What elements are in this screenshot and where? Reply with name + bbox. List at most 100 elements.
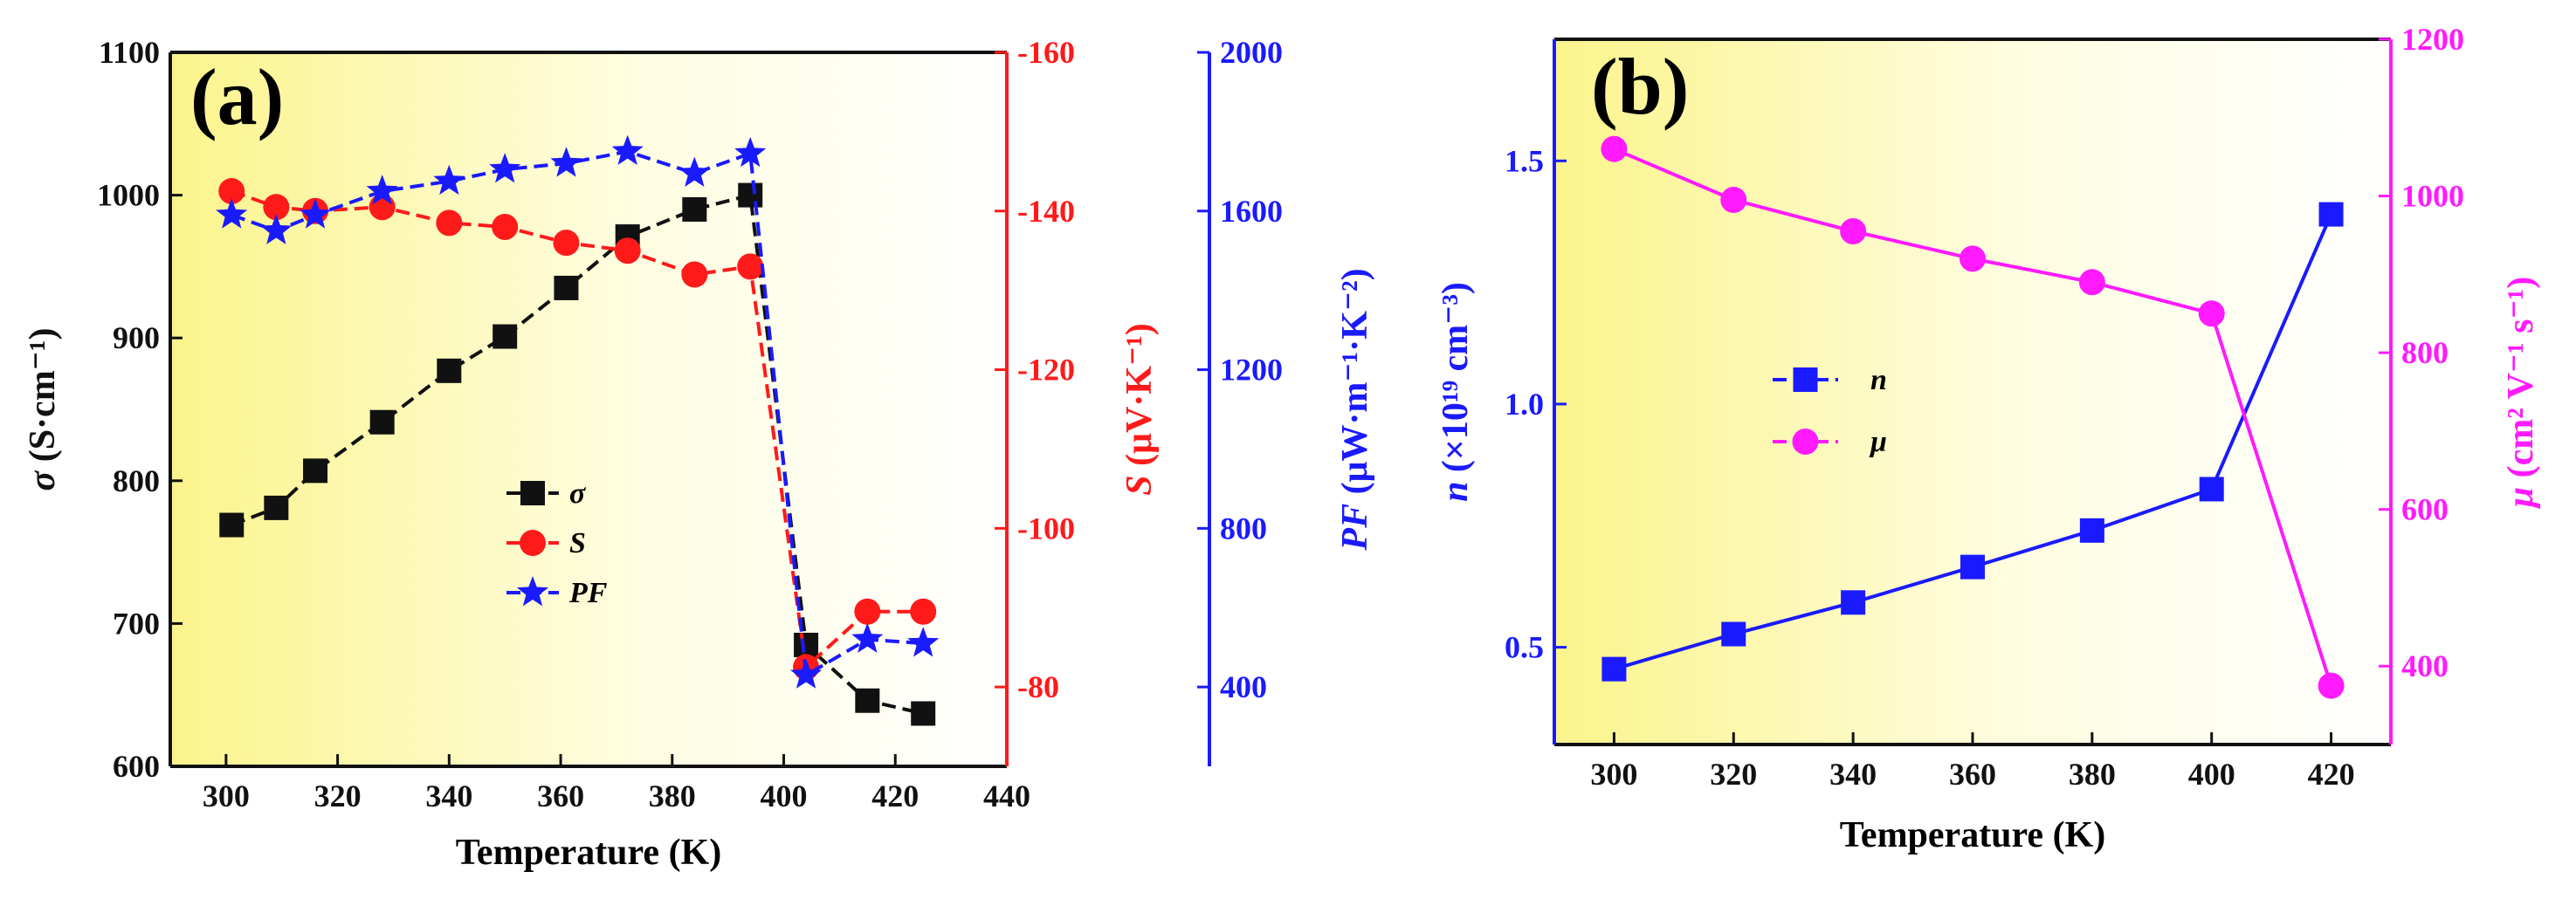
legend-entry-mu: [1773, 429, 1838, 455]
x-axis-a-tick-label: 440: [983, 779, 1030, 813]
data-point-a0-6: [554, 275, 579, 300]
panel-label-b: (b): [1591, 42, 1689, 131]
x-axis-a-tick-label: 380: [649, 779, 696, 813]
data-point-a1-8: [681, 261, 708, 288]
data-point-a2-4: [433, 164, 465, 196]
data-point-a2-1: [260, 214, 293, 244]
data-point-a0-12: [911, 701, 936, 726]
data-point-b0-4: [2079, 518, 2104, 543]
legend-label-s: S: [569, 527, 586, 559]
data-point-a2-8: [678, 156, 711, 187]
series-marks-a: [216, 134, 940, 726]
data-point-a2-3: [366, 175, 398, 205]
y-axis-s-tick-label: -160: [1017, 35, 1075, 70]
x-axis-a-tick-label: 300: [203, 779, 250, 813]
panel-label-a: (a): [190, 52, 284, 141]
data-point-b1-0: [1601, 135, 1628, 162]
y-axis-s-tick-label: -140: [1017, 194, 1075, 229]
data-point-a0-5: [492, 324, 518, 349]
y-axis-n-tick-label: 1.0: [1505, 387, 1544, 422]
data-point-b1-4: [2078, 269, 2105, 296]
y-axis-mu-tick-label: 400: [2401, 649, 2449, 683]
series-marks-b: [1601, 135, 2345, 699]
y-axis-sigma-tick-label: 700: [113, 606, 160, 641]
legend-marker-a2: [516, 576, 549, 607]
data-point-a1-7: [614, 237, 641, 264]
legend-marker-b0: [1793, 367, 1818, 392]
data-point-a0-0: [219, 512, 245, 538]
x-axis-label-b: Temperature (K): [1840, 815, 2105, 855]
y-axis-n-tick-label: 0.5: [1505, 630, 1544, 665]
x-axis-a-tick-label: 320: [314, 779, 362, 813]
x-axis-a-tick-label: 340: [425, 779, 472, 813]
data-point-a2-2: [300, 198, 332, 229]
panel-a: 300 320 340 360 380 400 420 440 600 700 800 900 1000…: [23, 35, 1375, 873]
y-axis-sigma-tick-label: 1000: [97, 178, 160, 213]
y-axis-pf-tick-label: 1200: [1220, 353, 1283, 388]
y-axis-label-n: n (×10¹⁹ cm⁻³): [1436, 282, 1476, 502]
y-axis-mu-tick-label: 1200: [2401, 22, 2464, 57]
data-point-a1-4: [436, 209, 463, 237]
data-point-a2-6: [550, 147, 582, 177]
y-axis-pf-tick-label: 400: [1220, 669, 1267, 704]
legend-a: σ S PF: [506, 477, 608, 609]
axes-b: 300 320 340 360 380 400 420 0.5 1.0 1.5 400 600 800 1…: [1505, 22, 2464, 792]
data-point-a1-12: [910, 598, 937, 625]
legend-entry-s: [506, 530, 559, 556]
data-point-a1-11: [854, 598, 881, 625]
x-axis-b-tick-label: 380: [2069, 757, 2116, 792]
x-axis-b-tick-label: 300: [1590, 757, 1637, 792]
y-axis-sigma-tick-label: 1100: [99, 35, 160, 70]
legend-label-sigma: σ: [569, 477, 587, 510]
data-point-b1-1: [1720, 187, 1747, 214]
y-axis-label-s: S (μV·K⁻¹): [1119, 323, 1160, 495]
data-point-b0-0: [1601, 656, 1627, 682]
x-axis-b-tick-label: 340: [1829, 757, 1877, 792]
y-axis-s-tick-label: -120: [1017, 353, 1075, 388]
data-point-a2-10: [790, 658, 823, 689]
data-point-b1-3: [1960, 245, 1986, 272]
data-point-a0-10: [794, 632, 819, 657]
x-axis-b-tick-label: 400: [2188, 757, 2235, 792]
legend-label-mu: μ: [1869, 426, 1887, 458]
data-point-a0-3: [369, 409, 395, 435]
data-point-b1-5: [2198, 300, 2225, 327]
y-axis-sigma-tick-label: 600: [113, 749, 160, 784]
x-axis-b-tick-label: 360: [1949, 757, 1996, 792]
legend-marker-a0: [520, 481, 545, 505]
legend-label-pf: PF: [568, 577, 608, 609]
data-point-a2-9: [734, 136, 767, 168]
y-axis-label-pf: PF (μW·m⁻¹·K⁻²): [1335, 268, 1375, 551]
data-point-a0-2: [303, 458, 328, 484]
data-point-b0-3: [1960, 554, 1985, 580]
y-axis-s-tick-label: -100: [1017, 511, 1075, 546]
y-axis-s-tick-label: -80: [1017, 669, 1059, 704]
data-point-b0-2: [1841, 590, 1866, 615]
data-point-b0-1: [1721, 621, 1746, 647]
data-point-a1-5: [492, 213, 519, 240]
y-axis-pf-tick-label: 1600: [1220, 194, 1283, 229]
legend-entry-n: [1773, 367, 1838, 392]
data-point-b1-6: [2318, 672, 2345, 699]
y-axis-sigma-tick-label: 800: [113, 463, 160, 498]
data-point-a2-7: [611, 134, 644, 165]
data-point-a2-11: [851, 622, 884, 653]
data-point-a0-9: [738, 182, 763, 208]
data-point-a1-6: [553, 230, 580, 257]
y-axis-pf-tick-label: 2000: [1220, 35, 1283, 70]
y-axis-label-sigma: σ (S·cm⁻¹): [23, 328, 63, 491]
x-axis-b-tick-label: 320: [1710, 757, 1757, 792]
plot-area-a: [170, 52, 1007, 766]
data-point-a0-8: [682, 196, 707, 222]
y-axis-mu-tick-label: 600: [2401, 492, 2449, 527]
data-point-a0-1: [264, 495, 289, 520]
legend-marker-b1: [1792, 429, 1819, 455]
data-point-a0-4: [437, 358, 462, 383]
panel-b: 300 320 340 360 380 400 420 0.5 1.0 1.5 400 600 800 1…: [1436, 22, 2541, 855]
legend-entry-sigma: [506, 481, 559, 505]
y-axis-mu-tick-label: 800: [2401, 335, 2449, 370]
data-point-a2-5: [489, 153, 521, 183]
x-axis-label-a: Temperature (K): [456, 833, 721, 873]
data-point-a0-11: [855, 688, 880, 713]
